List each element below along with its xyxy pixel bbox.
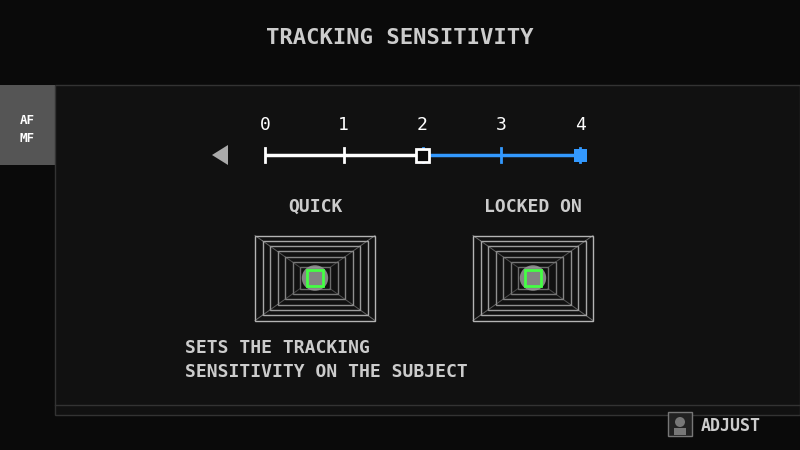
Bar: [518, 267, 548, 288]
Text: 1: 1: [338, 116, 349, 134]
Bar: [525, 270, 541, 286]
Text: TRACKING SENSITIVITY: TRACKING SENSITIVITY: [266, 28, 534, 48]
Text: 2: 2: [417, 116, 428, 134]
Bar: [278, 252, 353, 305]
Bar: [674, 428, 686, 435]
Bar: [510, 262, 555, 294]
Text: 4: 4: [574, 116, 586, 134]
Text: 3: 3: [496, 116, 506, 134]
Ellipse shape: [302, 265, 328, 291]
Bar: [262, 241, 367, 315]
Bar: [481, 241, 586, 315]
Bar: [293, 262, 338, 294]
Text: SETS THE TRACKING: SETS THE TRACKING: [185, 339, 370, 357]
Text: MF: MF: [19, 131, 34, 144]
Text: SENSITIVITY ON THE SUBJECT: SENSITIVITY ON THE SUBJECT: [185, 363, 468, 381]
Bar: [488, 246, 578, 310]
Polygon shape: [212, 145, 228, 165]
Bar: [495, 252, 570, 305]
Bar: [416, 148, 429, 162]
Bar: [503, 257, 563, 299]
Bar: [255, 235, 375, 320]
Bar: [0, 85, 55, 165]
Bar: [55, 85, 800, 415]
Bar: [300, 267, 330, 288]
Bar: [574, 148, 586, 162]
Bar: [307, 270, 323, 286]
Text: QUICK: QUICK: [288, 198, 342, 216]
Bar: [270, 246, 360, 310]
Text: AF: AF: [19, 113, 34, 126]
Text: ADJUST: ADJUST: [701, 417, 761, 435]
Circle shape: [675, 417, 685, 427]
Text: LOCKED ON: LOCKED ON: [484, 198, 582, 216]
Bar: [473, 235, 593, 320]
Text: 0: 0: [259, 116, 270, 134]
Bar: [668, 412, 692, 436]
Bar: [285, 257, 345, 299]
Ellipse shape: [520, 265, 546, 291]
